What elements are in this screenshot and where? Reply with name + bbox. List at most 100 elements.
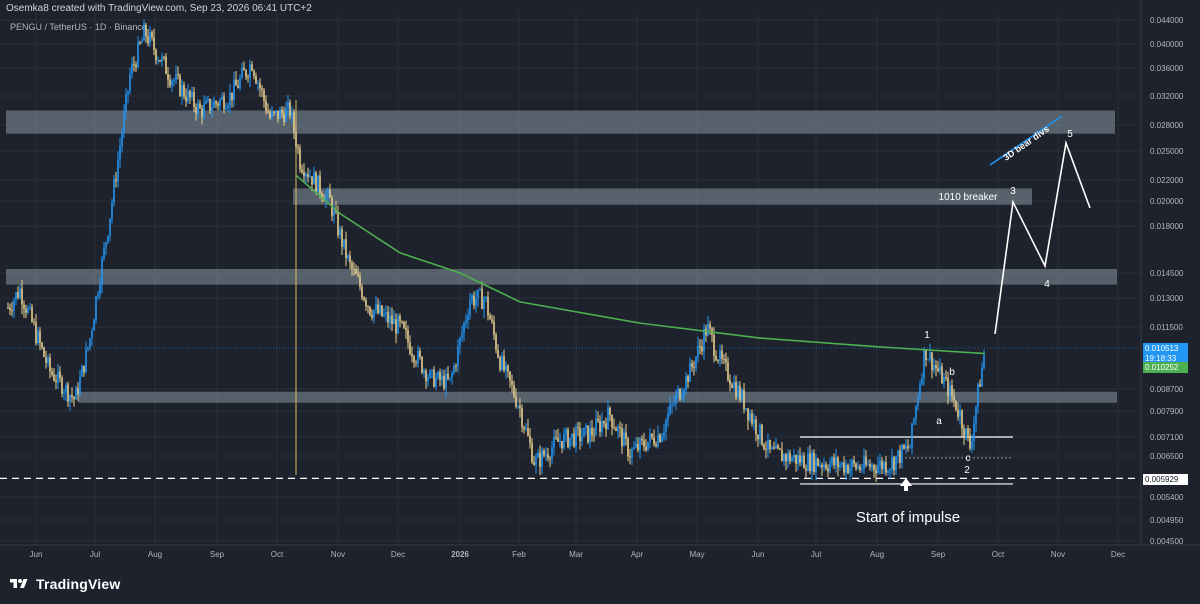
price-tick-2: 0.036000 [1150, 64, 1184, 73]
wave-label-3: 3 [1010, 186, 1016, 197]
candle-body-390 [787, 452, 789, 462]
candle-body-22 [51, 371, 53, 375]
candle-body-282 [571, 433, 573, 438]
candle-body-146 [299, 148, 301, 170]
candle-body-359 [725, 359, 727, 363]
candle-body-389 [785, 454, 787, 462]
candle-body-238 [483, 298, 485, 309]
candle-body-217 [441, 375, 443, 380]
candle-body-469 [945, 377, 947, 379]
candle-body-51 [109, 218, 111, 236]
candle-body-430 [867, 464, 869, 466]
candle-body-330 [667, 413, 669, 421]
candle-body-415 [837, 457, 839, 468]
candle-body-26 [59, 371, 61, 378]
candle-body-140 [287, 102, 289, 109]
candle-body-8 [23, 304, 25, 309]
candle-body-148 [303, 171, 305, 177]
moving-average [295, 174, 986, 355]
candle-body-318 [643, 440, 645, 447]
price-tick-8: 0.018000 [1150, 222, 1184, 231]
candle-body-90 [187, 90, 189, 102]
candle-body-183 [373, 310, 375, 318]
candle-body-129 [265, 100, 267, 111]
candle-body-14 [35, 322, 37, 344]
candle-body-86 [179, 75, 181, 96]
candle-body-49 [105, 242, 107, 248]
candle-body-273 [553, 437, 555, 448]
candle-body-75 [157, 59, 159, 61]
candle-body-143 [293, 112, 295, 132]
candle-body-92 [191, 92, 193, 98]
candle-body-344 [695, 356, 697, 368]
price-tick-11: 0.011500 [1150, 323, 1183, 332]
candle-body-425 [857, 466, 859, 469]
bear-div-line [989, 115, 1063, 166]
wave-label-a: a [936, 416, 942, 427]
candle-body-472 [951, 385, 953, 397]
candle-body-269 [545, 454, 547, 456]
candle-body-277 [561, 440, 563, 449]
candle-body-417 [841, 462, 843, 465]
tradingview-brand[interactable]: TradingView [8, 574, 120, 594]
candle-body-31 [69, 394, 71, 402]
candle-body-229 [465, 320, 467, 323]
candle-body-136 [279, 109, 281, 120]
candle-body-254 [515, 396, 517, 407]
candle-body-141 [289, 102, 291, 116]
candle-body-278 [563, 433, 565, 449]
candle-body-17 [41, 342, 43, 348]
candle-body-487 [981, 367, 983, 387]
candle-body-326 [659, 434, 661, 442]
price-tick-15: 0.006500 [1150, 452, 1184, 461]
time-tick-7: 2026 [451, 550, 469, 559]
candle-body-435 [877, 466, 879, 474]
candle-body-272 [551, 447, 553, 459]
candle-body-173 [353, 268, 355, 270]
candle-body-364 [735, 382, 737, 398]
candle-body-266 [539, 452, 541, 468]
candle-body-10 [27, 308, 29, 313]
candle-body-305 [617, 426, 619, 432]
candle-body-342 [691, 363, 693, 367]
candle-body-171 [349, 255, 351, 263]
candle-body-222 [451, 373, 453, 378]
candle-body-289 [585, 425, 587, 428]
candle-body-145 [297, 147, 299, 149]
candle-body-126 [259, 83, 261, 89]
candle-body-79 [165, 56, 167, 75]
candle-body-463 [933, 365, 935, 371]
candle-body-451 [909, 447, 911, 449]
candle-body-160 [327, 189, 329, 195]
candle-body-198 [403, 322, 405, 328]
candle-body-376 [759, 424, 761, 440]
candle-body-19 [45, 356, 47, 363]
candle-body-343 [693, 366, 695, 368]
candle-body-216 [439, 372, 441, 380]
candle-body-422 [851, 460, 853, 468]
candle-body-194 [395, 319, 397, 334]
candle-body-23 [53, 374, 55, 381]
candle-body-385 [777, 445, 779, 449]
candle-body-465 [937, 368, 939, 372]
candle-body-401 [809, 453, 811, 472]
candle-body-124 [255, 75, 257, 84]
candle-body-121 [249, 64, 251, 78]
candle-body-265 [537, 452, 539, 458]
candle-body-365 [737, 385, 739, 398]
candle-body-409 [825, 464, 827, 469]
candle-body-445 [897, 450, 899, 457]
candle-body-204 [415, 362, 417, 364]
candle-body-271 [549, 458, 551, 460]
candle-body-370 [747, 408, 749, 421]
candle-body-345 [697, 345, 699, 357]
candle-body-420 [847, 464, 849, 474]
candle-body-466 [939, 366, 941, 372]
candle-body-267 [541, 450, 543, 468]
candle-body-396 [799, 455, 801, 463]
time-tick-17: Nov [1051, 550, 1065, 559]
candle-body-356 [719, 350, 721, 362]
candle-body-281 [569, 437, 571, 448]
